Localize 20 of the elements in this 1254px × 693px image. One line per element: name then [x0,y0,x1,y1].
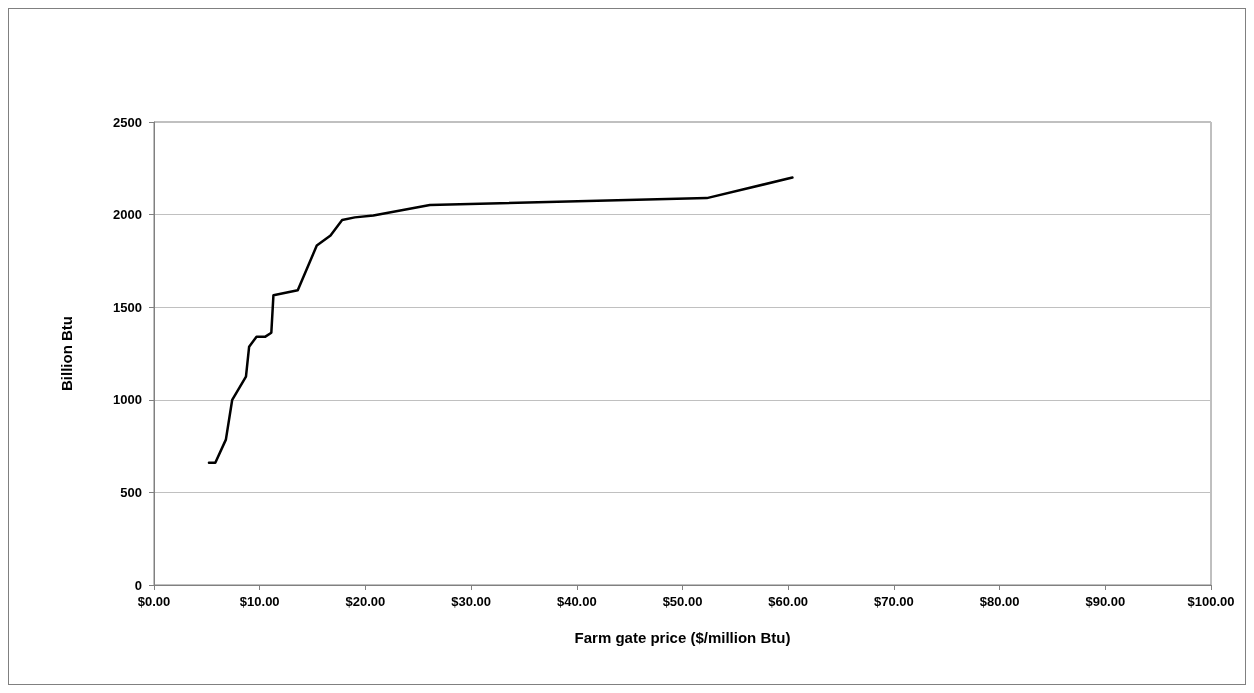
x-axis-title: Farm gate price ($/million Btu) [574,629,791,646]
x-tick-label: $100.00 [1187,594,1235,609]
x-tick-label: $20.00 [345,594,386,609]
x-tick-label: $30.00 [451,594,491,609]
x-tick-label: $10.00 [239,594,280,609]
y-tick-label: 2000 [113,207,142,223]
x-tick-label: $0.00 [137,594,171,609]
x-tick-label: $80.00 [979,594,1020,609]
x-tick-label: $60.00 [768,594,809,609]
y-axis-title: Billion Btu [58,316,75,391]
line-series [207,176,794,465]
y-tick-label: 0 [134,577,142,593]
x-tick-label: $50.00 [662,594,703,609]
y-tick-label: 500 [120,484,142,500]
x-tick-label: $90.00 [1085,594,1126,609]
y-tick-label: 2500 [113,114,142,130]
x-tick-label: $70.00 [874,594,914,609]
y-tick-label: 1000 [113,392,142,408]
y-tick-label: 1500 [113,299,142,315]
x-tick-label: $40.00 [556,594,597,609]
